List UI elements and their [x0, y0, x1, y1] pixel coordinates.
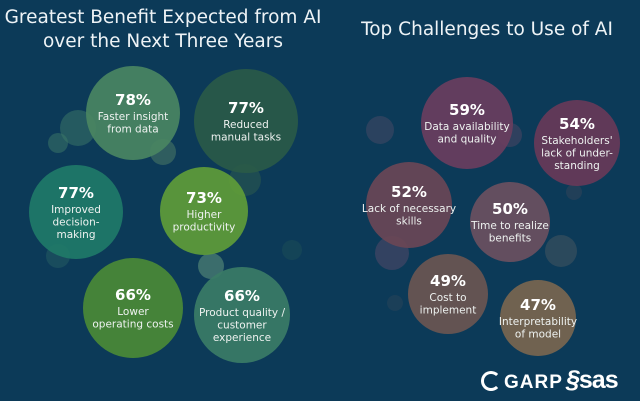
challenges-title-line-1: Top Challenges to Use of AI: [361, 19, 613, 40]
bubble-value: 54%: [559, 115, 595, 133]
bubble: [194, 267, 290, 363]
bubble-label: from data: [107, 124, 158, 136]
benefits-title: Greatest Benefit Expected from AI over t…: [0, 6, 326, 54]
bubble: [160, 167, 248, 255]
bubble-label: Interpretability: [499, 316, 577, 328]
bubble: [86, 66, 180, 160]
bubble-label: standing: [554, 160, 600, 172]
bubble-label: Cost to: [429, 292, 466, 304]
bubble: [470, 182, 550, 262]
bubble-value: 52%: [391, 183, 427, 201]
bubble-label: operating costs: [92, 319, 173, 331]
decorative-bubble: [366, 116, 394, 144]
bubble-value: 47%: [520, 296, 556, 314]
bubble-value: 77%: [228, 99, 264, 117]
bubble-label: of model: [515, 329, 561, 341]
decorative-bubble: [282, 240, 302, 260]
bubble: [421, 77, 513, 169]
bubble-value: 78%: [115, 91, 151, 109]
decorative-bubble: [545, 235, 577, 267]
benefits-title-line-1: Greatest Benefit Expected from AI: [4, 7, 322, 28]
bubble-label: Lower: [117, 306, 149, 318]
bubble: [500, 280, 576, 356]
bubble: [29, 165, 123, 259]
bubble-label: making: [57, 229, 96, 241]
bubble-label: and quality: [437, 134, 496, 146]
bubble-value: 73%: [186, 189, 222, 207]
bubble: [534, 100, 620, 186]
bubble-label: Faster insight: [98, 111, 169, 123]
bubble-label: skills: [396, 216, 422, 228]
benefits-title-line-2: over the Next Three Years: [42, 31, 284, 52]
bubble-label: Lack of necessary: [362, 203, 456, 215]
bubble: [366, 162, 452, 248]
bubble-label: Product quality /: [199, 307, 285, 319]
sas-logo: §sas: [566, 366, 619, 395]
decorative-bubble: [387, 295, 403, 311]
bubble-value: 66%: [115, 286, 151, 304]
bubble-label: productivity: [173, 222, 236, 234]
bubble-label: experience: [213, 332, 271, 344]
sas-s-icon: §: [566, 366, 580, 394]
bubble-label: implement: [420, 305, 477, 317]
bubble-label: lack of under-: [541, 147, 613, 159]
sas-logo-text: sas: [578, 366, 619, 394]
bubble-value: 77%: [58, 184, 94, 202]
bubble-label: decision-: [52, 216, 99, 228]
decorative-bubble: [566, 184, 582, 200]
decorative-bubble: [198, 253, 224, 279]
bubble-label: Time to realize: [470, 220, 549, 232]
garp-logo-text: GARP: [504, 372, 563, 393]
garp-swirl-icon: [481, 371, 501, 391]
bubble-label: manual tasks: [211, 132, 281, 144]
bubble-value: 66%: [224, 287, 260, 305]
bubble-value: 49%: [430, 272, 466, 290]
challenges-title: Top Challenges to Use of AI: [340, 18, 634, 42]
bubble-label: customer: [217, 319, 267, 331]
bubble-label: Higher: [187, 209, 223, 221]
bubble-label: Reduced: [223, 119, 269, 131]
bubble: [408, 254, 488, 334]
bubble: [194, 69, 298, 173]
bubble-value: 50%: [492, 200, 528, 218]
bubble: [83, 258, 183, 358]
bubble-label: Data availability: [424, 121, 510, 133]
garp-logo: GARP: [481, 371, 563, 394]
bubble-value: 59%: [449, 101, 485, 119]
bubble-label: Improved: [51, 204, 101, 216]
bubble-label: Stakeholders': [541, 135, 612, 147]
decorative-bubble: [48, 133, 68, 153]
bubble-label: benefits: [489, 233, 531, 245]
